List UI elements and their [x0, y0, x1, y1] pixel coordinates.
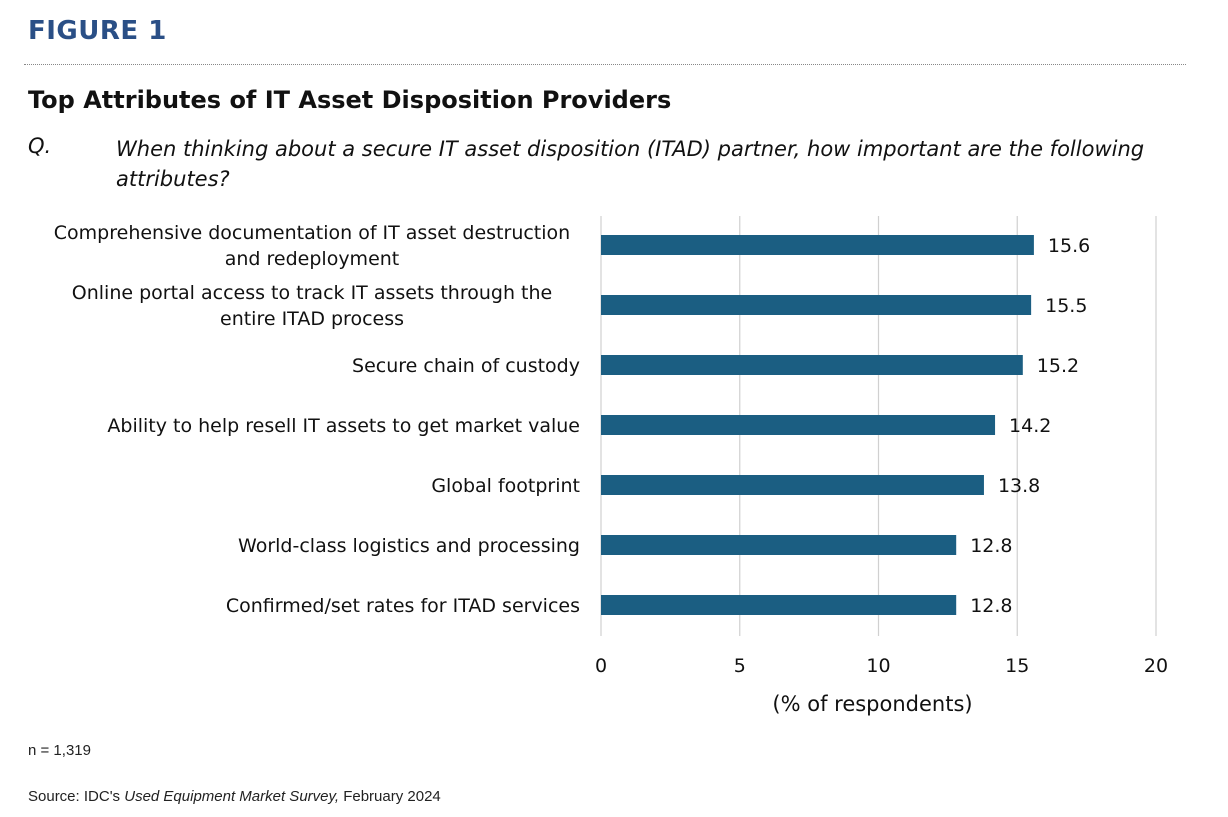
bar-2	[601, 355, 1023, 375]
category-label-line: Online portal access to track IT assets …	[72, 282, 552, 304]
category-label-5: World-class logistics and processing	[238, 535, 580, 557]
x-tick-label-1: 5	[734, 655, 746, 677]
x-tick-label-4: 20	[1144, 655, 1168, 677]
source-prefix: Source: IDC's	[28, 788, 125, 805]
source-suffix: February 2024	[339, 788, 441, 805]
category-label-line: and redeployment	[225, 248, 400, 270]
value-label-1: 15.5	[1045, 295, 1087, 317]
category-label-line: Comprehensive documentation of IT asset …	[54, 222, 570, 244]
category-label-4: Global footprint	[431, 475, 580, 497]
value-label-6: 12.8	[970, 595, 1012, 617]
bar-5	[601, 535, 957, 555]
x-tick-label-3: 15	[1005, 655, 1029, 677]
category-label-line: World-class logistics and processing	[238, 535, 580, 557]
category-label-2: Secure chain of custody	[352, 355, 580, 377]
sample-size: n = 1,319	[28, 742, 91, 759]
x-tick-label-0: 0	[595, 655, 607, 677]
figure-label: FIGURE 1	[28, 16, 167, 46]
divider	[24, 64, 1186, 65]
category-label-line: Global footprint	[431, 475, 580, 497]
bar-3	[601, 415, 996, 435]
value-label-4: 13.8	[998, 475, 1040, 497]
category-label-6: Confirmed/set rates for ITAD services	[226, 595, 580, 617]
bar-1	[601, 295, 1032, 315]
bar-0	[601, 235, 1034, 255]
category-label-1: Online portal access to track IT assets …	[72, 282, 552, 330]
bar-4	[601, 475, 984, 495]
bar-6	[601, 595, 957, 615]
question-text: When thinking about a secure IT asset di…	[116, 137, 1145, 191]
x-tick-label-2: 10	[866, 655, 890, 677]
source-note: Source: IDC's Used Equipment Market Surv…	[28, 788, 441, 805]
value-label-0: 15.6	[1048, 235, 1090, 257]
value-label-3: 14.2	[1009, 415, 1051, 437]
bar-chart: 15.6 Comprehensive documentation of IT as…	[54, 216, 1168, 716]
question-label: Q.	[28, 134, 52, 158]
category-label-3: Ability to help resell IT assets to get …	[107, 415, 580, 437]
category-label-line: Ability to help resell IT assets to get …	[107, 415, 580, 437]
category-label-line: Secure chain of custody	[352, 355, 580, 377]
category-label-line: entire ITAD process	[220, 308, 404, 330]
category-label-0: Comprehensive documentation of IT asset …	[54, 222, 570, 270]
x-axis-title: (% of respondents)	[772, 692, 972, 716]
chart-title: Top Attributes of IT Asset Disposition P…	[28, 86, 672, 114]
value-label-2: 15.2	[1037, 355, 1079, 377]
source-title: Used Equipment Market Survey,	[124, 788, 340, 805]
category-label-line: Confirmed/set rates for ITAD services	[226, 595, 580, 617]
value-label-5: 12.8	[970, 535, 1012, 557]
